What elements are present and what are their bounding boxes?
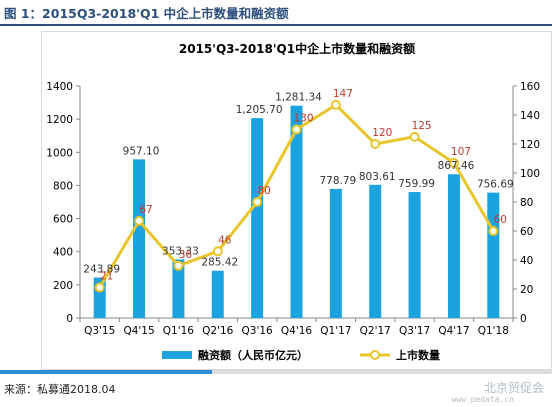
left-tick-label: 400	[53, 247, 73, 259]
bar	[329, 188, 342, 318]
x-tick-label: Q2'16	[202, 325, 234, 337]
x-tick-label: Q1'18	[478, 325, 509, 337]
count-point	[488, 226, 499, 236]
watermark: 北京贸促会	[483, 381, 544, 395]
chart-frame: 2015'Q3-2018'Q1中企上市数量和融资额 0 200 400 600 800 1…	[41, 31, 552, 370]
bar-value-label: 285.42	[201, 257, 238, 269]
x-tick-label: Q1'16	[163, 325, 195, 337]
left-tick-label: 600	[53, 214, 73, 226]
count-point	[370, 139, 381, 149]
bar	[251, 118, 264, 318]
bar	[172, 259, 185, 318]
watermark-url: www.pedata.cn	[451, 395, 514, 404]
count-value-label: 80	[257, 185, 270, 197]
bar	[290, 105, 303, 318]
legend-line-marker	[370, 350, 380, 360]
right-tick-label: 120	[520, 139, 540, 151]
x-tick-label: Q3'15	[84, 325, 115, 337]
bar	[369, 184, 382, 318]
right-tick-label: 140	[520, 110, 540, 122]
count-value-label: 130	[293, 113, 313, 125]
x-tick-label: Q2'17	[360, 325, 391, 337]
legend-line-label: 上市数量	[396, 348, 440, 362]
count-value-label: 46	[218, 234, 232, 246]
x-tick-label: Q1'17	[320, 325, 351, 337]
chart-title: 2015'Q3-2018'Q1中企上市数量和融资额	[179, 41, 415, 56]
footer-accent	[0, 370, 212, 374]
right-tick-label: 80	[520, 197, 533, 209]
count-point	[252, 197, 263, 207]
count-value-label: 120	[372, 127, 392, 139]
footer-divider	[0, 370, 552, 374]
source-note: 来源：私募通2018.04	[4, 383, 116, 396]
count-point	[173, 260, 184, 271]
bar-value-label: 243.89	[83, 264, 120, 276]
count-point	[94, 282, 105, 293]
count-point	[330, 99, 341, 110]
right-tick-label: 160	[520, 81, 540, 93]
left-tick-label: 1200	[46, 114, 73, 126]
bar-value-label: 867.46	[438, 160, 475, 172]
count-point	[409, 131, 420, 142]
left-tick-label: 800	[53, 180, 73, 192]
right-tick-label: 60	[520, 226, 533, 238]
count-point	[134, 215, 145, 226]
bar	[408, 192, 421, 318]
x-tick-label: Q4'17	[438, 325, 469, 337]
left-tick-label: 0	[66, 313, 73, 325]
count-value-label: 125	[412, 120, 432, 132]
count-value-label: 107	[451, 146, 471, 158]
bar-value-label: 756.69	[477, 179, 514, 191]
x-tick-label: Q3'17	[399, 325, 430, 337]
combo-chart: 2015'Q3-2018'Q1中企上市数量和融资额 02004006008001…	[46, 41, 540, 362]
count-value-label: 147	[333, 88, 353, 100]
legend-bar-label: 融资额（人民币亿元）	[198, 348, 308, 362]
left-tick-label: 1400	[46, 81, 73, 93]
count-value-label: 67	[139, 204, 152, 216]
right-tick-label: 100	[520, 168, 540, 180]
figure-label: 图 1：2015Q3-2018'Q1 中企上市数量和融资额	[4, 6, 289, 21]
count-value-label: 60	[494, 214, 507, 226]
header-divider	[0, 24, 552, 26]
bar-value-label: 353.33	[162, 245, 199, 257]
left-tick-label: 200	[53, 280, 73, 292]
count-point	[212, 246, 223, 257]
bar-value-label: 957.10	[123, 145, 160, 157]
bar-value-label: 1,281.34	[275, 92, 322, 104]
right-tick-label: 40	[520, 255, 533, 267]
x-tick-label: Q4'15	[123, 325, 154, 337]
bar	[211, 270, 224, 318]
bar-value-label: 778.79	[319, 175, 356, 187]
bar	[487, 192, 500, 318]
figure-header: 图 1：2015Q3-2018'Q1 中企上市数量和融资额	[0, 0, 552, 26]
count-value-label: 36	[179, 249, 193, 261]
legend-bar-swatch	[162, 351, 192, 359]
x-tick-label: Q3'16	[242, 325, 274, 337]
bar-value-label: 803.61	[359, 171, 396, 183]
left-tick-label: 1000	[46, 147, 73, 159]
count-value-label: 21	[100, 271, 113, 283]
count-point	[291, 124, 302, 135]
bar	[447, 174, 460, 318]
right-tick-label: 0	[520, 313, 527, 325]
x-tick-label: Q4'16	[281, 325, 313, 337]
bar	[133, 159, 146, 318]
bar-value-label: 759.99	[398, 178, 435, 190]
count-point	[448, 157, 459, 168]
right-tick-label: 20	[520, 284, 533, 296]
bar-value-label: 1,205.70	[236, 104, 283, 116]
